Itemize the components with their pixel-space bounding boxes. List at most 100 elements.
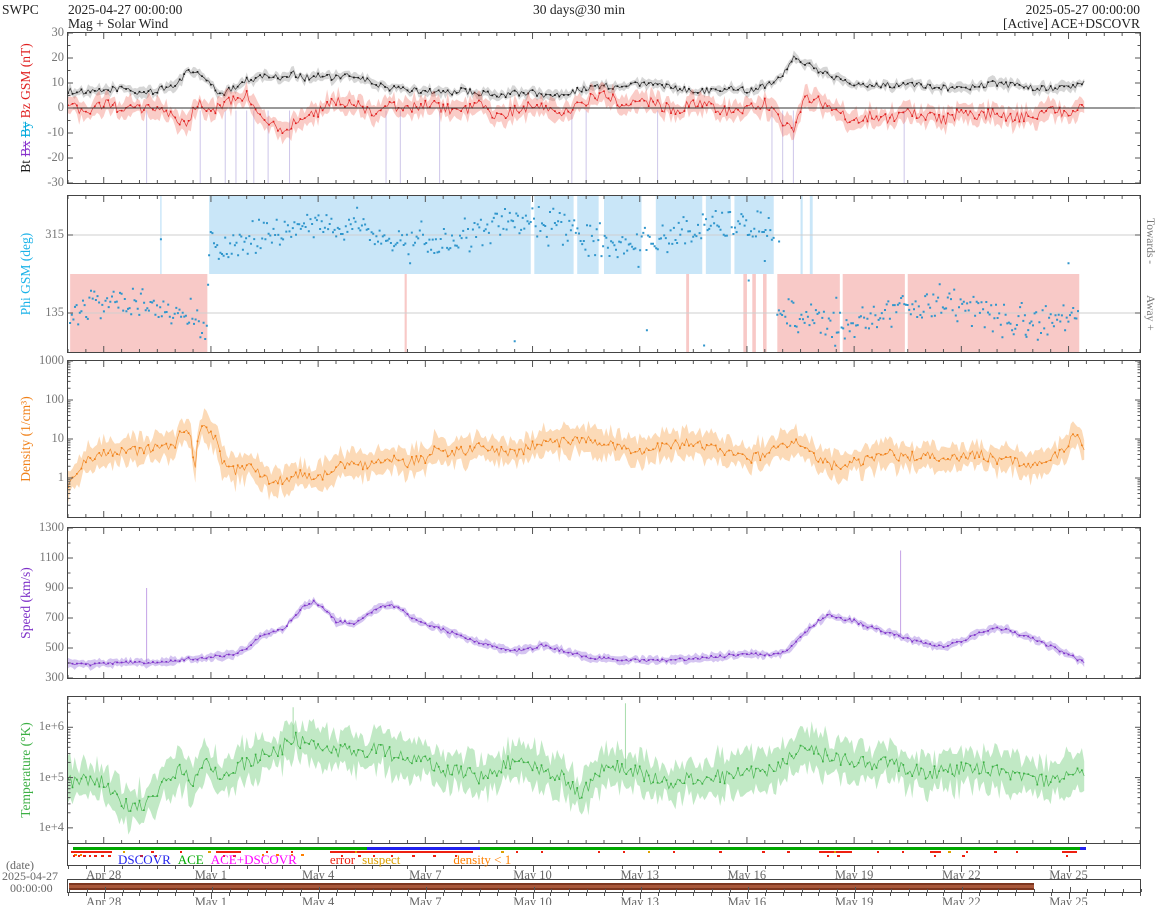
status-mark xyxy=(372,854,376,857)
x-tick xyxy=(353,893,355,896)
range-bar[interactable] xyxy=(69,883,1034,890)
x-tick xyxy=(1104,893,1106,896)
panel-density-canvas[interactable] xyxy=(68,361,1140,517)
x-tick xyxy=(568,893,570,896)
panel-temp-canvas[interactable] xyxy=(68,697,1140,843)
ylabel-speed: Speed (km/s) xyxy=(18,567,33,639)
slider-tick xyxy=(926,889,928,892)
ylabel-part: Bz GSM (nT) xyxy=(18,43,33,119)
slider-tick xyxy=(229,889,231,892)
x-tick xyxy=(979,893,981,896)
x-tick xyxy=(389,893,391,896)
slider-tick xyxy=(962,887,964,892)
date-label-bottom: May 25 xyxy=(1049,895,1088,905)
x-tick xyxy=(264,866,266,869)
x-tick xyxy=(300,866,302,869)
legend-item-density-1: density < 1 xyxy=(453,852,512,867)
slider-tick xyxy=(908,889,910,892)
x-tick xyxy=(175,866,177,869)
slider-tick xyxy=(801,889,803,892)
status-mark xyxy=(276,853,279,856)
slider-tick xyxy=(1051,889,1053,892)
status-mark xyxy=(233,854,236,857)
status-segment xyxy=(215,850,241,853)
slider-tick xyxy=(712,889,714,892)
x-tick xyxy=(746,893,748,899)
x-tick xyxy=(496,893,498,896)
slider-tick xyxy=(337,889,338,892)
x-tick xyxy=(389,866,391,869)
x-tick xyxy=(353,866,355,869)
x-tick xyxy=(264,893,266,896)
x-tick xyxy=(621,866,623,869)
y-tick-label: 20 xyxy=(51,50,65,64)
status-mark xyxy=(515,850,519,853)
slider-tick xyxy=(158,889,160,892)
x-tick xyxy=(872,866,873,869)
slider-tick xyxy=(319,887,321,892)
x-tick xyxy=(68,893,69,896)
x-tick xyxy=(175,893,177,896)
x-tick xyxy=(943,866,945,869)
date-caption: (date) xyxy=(6,858,34,872)
panel-density[interactable] xyxy=(67,360,1141,518)
x-tick xyxy=(532,893,534,899)
x-tick xyxy=(729,866,731,869)
status-segment xyxy=(329,850,473,853)
x-tick xyxy=(836,893,838,896)
x-tick xyxy=(711,893,713,896)
panel-mag[interactable] xyxy=(67,32,1141,184)
slider-tick xyxy=(301,889,303,892)
panel-phi-canvas[interactable] xyxy=(68,196,1140,352)
status-mark xyxy=(933,854,937,857)
x-tick xyxy=(336,893,337,896)
x-tick xyxy=(443,893,445,896)
y-tick-label: 10 xyxy=(51,75,65,89)
app-title: SWPC xyxy=(2,2,39,17)
x-tick xyxy=(407,893,409,896)
y-tick-label: 1300 xyxy=(39,520,64,534)
y-tick-label: 135 xyxy=(45,305,64,319)
time-range-slider[interactable] xyxy=(67,879,1142,893)
ylabel-part: Bt xyxy=(18,159,33,173)
legend-item-ace-dscovr: ACE+DSCOVR xyxy=(210,852,297,867)
slider-tick xyxy=(122,889,124,892)
x-tick xyxy=(407,866,409,869)
slider-tick xyxy=(1141,889,1142,892)
x-tick xyxy=(764,893,766,896)
slider-tick xyxy=(211,887,213,892)
status-mark xyxy=(74,853,77,856)
x-tick xyxy=(228,893,230,896)
slider-tick xyxy=(140,889,142,892)
x-tick xyxy=(1032,866,1034,869)
slider-tick xyxy=(730,889,732,892)
date-label-bottom: May 4 xyxy=(301,895,335,905)
panel-temp[interactable] xyxy=(67,696,1141,844)
x-tick xyxy=(85,866,87,869)
x-tick xyxy=(68,866,69,869)
panel-speed-canvas[interactable] xyxy=(68,528,1140,678)
x-tick xyxy=(675,893,677,896)
slider-tick xyxy=(640,887,642,892)
slider-tick xyxy=(747,887,749,892)
x-tick xyxy=(764,866,766,869)
x-tick xyxy=(693,866,695,869)
x-tick xyxy=(496,866,498,869)
y-tick-label: 10 xyxy=(51,431,65,445)
status-mark xyxy=(1065,854,1069,857)
x-tick xyxy=(782,893,784,896)
status-mark xyxy=(154,854,158,857)
x-tick xyxy=(1122,893,1124,896)
x-tick xyxy=(1086,866,1088,869)
x-tick xyxy=(1068,866,1070,872)
panel-mag-canvas[interactable] xyxy=(68,33,1140,183)
slider-tick xyxy=(283,889,285,892)
panel-speed[interactable] xyxy=(67,527,1141,679)
status-mark xyxy=(290,853,294,856)
legend-item-error: error xyxy=(329,852,356,867)
status-mark xyxy=(433,854,436,857)
panel-phi[interactable] xyxy=(67,195,1141,353)
status-segment xyxy=(819,850,852,853)
status-mark xyxy=(290,850,294,853)
